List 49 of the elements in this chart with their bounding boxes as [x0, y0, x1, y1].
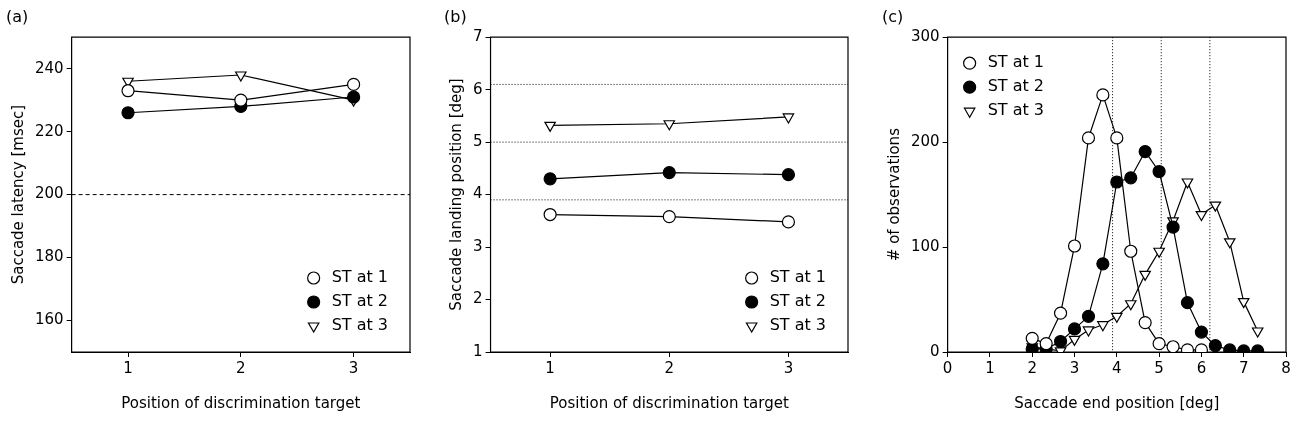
y-axis-title: Saccade latency [msec] — [8, 104, 27, 285]
x-tick-label: 8 — [1281, 358, 1291, 377]
y-tick-label: 160 — [34, 310, 64, 329]
y-tick-label: 220 — [34, 121, 64, 140]
y-tick-label: 2 — [473, 289, 483, 308]
chart-title: (c) — [882, 6, 904, 26]
legend-label: ST at 3 — [987, 100, 1044, 120]
y-tick-label: 200 — [34, 184, 64, 203]
chart-title: (b) — [444, 6, 467, 26]
x-tick-label: 4 — [1112, 358, 1122, 377]
y-tick-label: 5 — [473, 132, 483, 151]
legend-label: ST at 2 — [987, 76, 1044, 96]
y-tick-label: 0 — [930, 341, 940, 360]
y-tick-label: 6 — [473, 79, 483, 98]
x-axis-title: Position of discrimination target — [549, 393, 789, 412]
x-tick-label: 2 — [664, 358, 675, 377]
legend-label: ST at 2 — [331, 291, 388, 311]
x-tick-label: 1 — [123, 358, 133, 377]
y-tick-label: 1 — [473, 341, 483, 360]
x-tick-label: 3 — [783, 358, 794, 377]
y-tick-label: 240 — [34, 58, 64, 77]
legend-label: ST at 1 — [331, 267, 388, 287]
legend-label: ST at 3 — [331, 315, 388, 335]
y-axis-title: Saccade landing position [deg] — [446, 78, 465, 311]
x-tick-label: 2 — [1027, 358, 1037, 377]
y-tick-label: 3 — [473, 236, 483, 255]
legend-label: ST at 3 — [769, 315, 826, 335]
x-tick-label: 7 — [1238, 358, 1249, 377]
x-tick-label: 0 — [942, 358, 953, 377]
x-axis-title: Saccade end position [deg] — [1014, 393, 1220, 412]
x-tick-label: 1 — [545, 358, 555, 377]
x-tick-label: 3 — [1069, 358, 1080, 377]
legend-label: ST at 1 — [987, 52, 1044, 72]
y-tick-label: 4 — [473, 184, 483, 203]
x-tick-label: 6 — [1196, 358, 1207, 377]
legend-label: ST at 1 — [769, 267, 826, 287]
x-axis-title: Position of discrimination target — [121, 393, 361, 412]
y-tick-label: 200 — [910, 132, 940, 151]
x-tick-label: 1 — [985, 358, 995, 377]
x-tick-label: 3 — [348, 358, 359, 377]
chart-title: (a) — [6, 6, 29, 26]
y-tick-label: 180 — [34, 247, 64, 266]
y-axis-title: # of observations — [884, 127, 903, 262]
legend-label: ST at 2 — [769, 291, 826, 311]
y-tick-label: 7 — [473, 27, 483, 46]
y-tick-label: 100 — [910, 236, 940, 255]
x-tick-label: 5 — [1154, 358, 1164, 377]
y-tick-label: 300 — [910, 27, 940, 46]
x-tick-label: 2 — [236, 358, 246, 377]
